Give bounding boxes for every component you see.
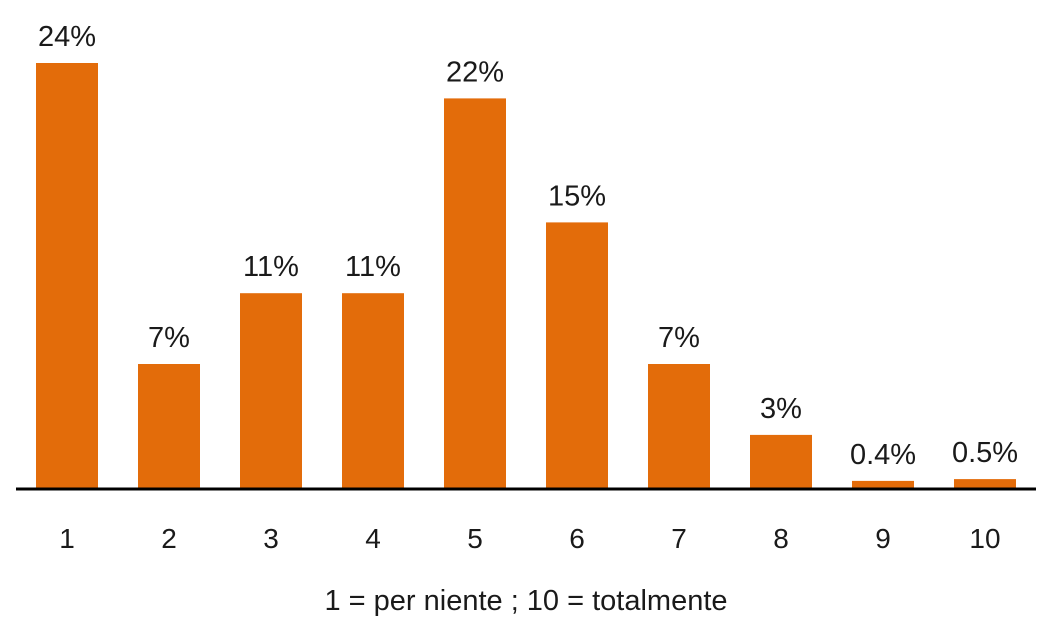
x-tick-label-2: 2	[161, 523, 177, 554]
x-tick-label-3: 3	[263, 523, 279, 554]
value-label-8: 3%	[760, 393, 802, 425]
x-tick-label-5: 5	[467, 523, 483, 554]
tick-labels-group: 1 2 3 4 5 6 7 8 9 10	[59, 523, 1000, 554]
value-label-5: 22%	[446, 56, 504, 88]
value-label-6: 15%	[548, 180, 606, 212]
bar-4	[342, 293, 404, 488]
x-tick-label-9: 9	[875, 523, 891, 554]
value-label-10: 0.5%	[952, 437, 1018, 469]
x-tick-label-4: 4	[365, 523, 381, 554]
value-label-1: 24%	[38, 21, 96, 53]
value-label-4: 11%	[345, 251, 401, 283]
x-tick-label-7: 7	[671, 523, 687, 554]
x-tick-label-10: 10	[969, 523, 1000, 554]
bar-7	[648, 364, 710, 488]
value-label-7: 7%	[658, 322, 700, 354]
bar-9	[852, 480, 914, 488]
x-tick-label-8: 8	[773, 523, 789, 554]
bar-1	[36, 63, 98, 488]
value-label-9: 0.4%	[850, 439, 916, 471]
bar-8	[750, 434, 812, 488]
bar-2	[138, 364, 200, 488]
value-label-2: 7%	[148, 322, 190, 354]
bar-10	[954, 479, 1016, 488]
x-tick-label-6: 6	[569, 523, 585, 554]
bar-6	[546, 222, 608, 488]
bar-3	[240, 293, 302, 488]
bars-group	[36, 63, 1016, 489]
value-label-3: 11%	[243, 251, 299, 283]
x-tick-label-1: 1	[59, 523, 75, 554]
bar-5	[444, 98, 506, 489]
x-axis-title: 1 = per niente ; 10 = totalmente	[324, 585, 727, 617]
value-labels-group: 24% 7% 11% 11% 22% 15% 7% 3% 0.4% 0.5%	[38, 21, 1018, 471]
